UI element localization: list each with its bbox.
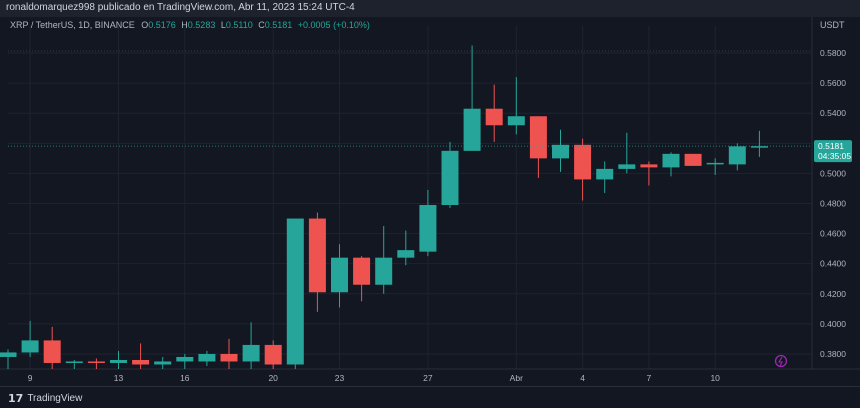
low-value: 0.5110	[225, 20, 253, 30]
candle-body	[0, 352, 17, 357]
symbol-legend: XRP / TetherUS, 1D, BINANCE O0.5176 H0.5…	[10, 20, 370, 30]
candle-body	[65, 361, 83, 363]
candle-body	[618, 164, 636, 169]
price-tick-label: 0.5600	[820, 78, 846, 88]
flash-icon	[774, 354, 788, 368]
high-key: H	[181, 20, 188, 30]
price-tick-label: 0.4000	[820, 319, 846, 329]
price-tick-label: 0.4800	[820, 199, 846, 209]
candle-body	[331, 257, 348, 293]
currency-unit: USDT	[820, 20, 845, 30]
price-tick-label: 0.4200	[820, 289, 846, 299]
candle-body	[21, 340, 39, 353]
flash-bolt-icon	[778, 356, 783, 367]
candle-body	[684, 153, 702, 166]
date-tick-label: 23	[335, 373, 345, 383]
candle-body	[220, 353, 238, 362]
publisher-text: ronaldomarquez998 publicado en TradingVi…	[6, 2, 355, 13]
candle-body	[353, 257, 371, 285]
candle-body	[463, 108, 481, 151]
change-value: +0.0005 (+0.10%)	[297, 20, 370, 30]
candle-body	[640, 164, 658, 168]
open-key: O	[141, 20, 149, 30]
tradingview-mark-icon: 17	[8, 392, 24, 405]
candle-body	[198, 353, 216, 362]
candle-body	[43, 340, 61, 363]
date-tick-label: 9	[28, 373, 33, 383]
candle-body	[706, 162, 724, 165]
candle-body	[397, 250, 415, 258]
symbol-label: XRP / TetherUS, 1D, BINANCE	[10, 20, 135, 30]
price-tick-label: 0.5400	[820, 108, 846, 118]
candle-body	[750, 146, 768, 148]
date-tick-label: 4	[580, 373, 585, 383]
candle-body	[507, 116, 525, 126]
candle-body	[176, 356, 194, 362]
last-price-tag	[814, 140, 852, 163]
close-key: C	[258, 20, 265, 30]
candle-body	[552, 144, 569, 159]
candle-body	[375, 257, 393, 285]
candle-body	[441, 150, 459, 206]
last-price-label: 0.5181	[818, 141, 844, 151]
candle-body	[419, 205, 437, 252]
high-value: 0.5283	[187, 20, 216, 30]
date-tick-label: 10	[710, 373, 720, 383]
date-tick-label: 27	[423, 373, 433, 383]
candle-body	[308, 218, 326, 293]
close-value: 0.5181	[264, 20, 293, 30]
publisher-bar: ronaldomarquez998 publicado en TradingVi…	[0, 0, 860, 17]
tradingview-logo[interactable]: 17 TradingView	[8, 392, 82, 405]
price-tick-label: 0.3800	[820, 349, 846, 359]
candle-body	[728, 146, 746, 165]
price-tick-label: 0.4600	[820, 229, 846, 239]
candle-body	[662, 153, 680, 168]
low-key: L	[220, 20, 226, 30]
price-tick-label: 0.5000	[820, 168, 846, 178]
price-tick-label: 0.4400	[820, 259, 846, 269]
candle-body	[529, 116, 547, 159]
footer-bar	[0, 386, 860, 408]
candle-body	[264, 344, 282, 365]
open-value: 0.5176	[148, 20, 176, 30]
candle-body	[485, 108, 503, 126]
candle-body	[286, 218, 304, 365]
candle-body	[596, 168, 614, 180]
candle-body	[132, 359, 150, 365]
date-tick-label: 20	[268, 373, 278, 383]
date-tick-label: Abr	[510, 373, 523, 383]
candle-body	[110, 359, 127, 363]
candle-body	[574, 144, 592, 180]
date-tick-label: 7	[647, 373, 652, 383]
price-tick-label: 0.5800	[820, 48, 846, 58]
date-tick-label: 13	[114, 373, 124, 383]
countdown-label: 04:35:05	[818, 151, 851, 161]
candle-body	[87, 361, 105, 363]
date-tick-label: 16	[180, 373, 190, 383]
tradingview-name: TradingView	[27, 393, 83, 404]
candle-body	[154, 361, 172, 365]
candle-body	[242, 344, 260, 362]
